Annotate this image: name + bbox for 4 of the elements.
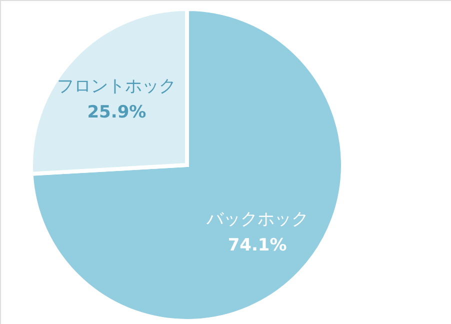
data-label: 25.9% (87, 102, 146, 123)
slice-label: バックホック (205, 209, 308, 230)
data-label: 74.1% (228, 235, 287, 256)
slice-label: フロントホック (57, 76, 176, 97)
